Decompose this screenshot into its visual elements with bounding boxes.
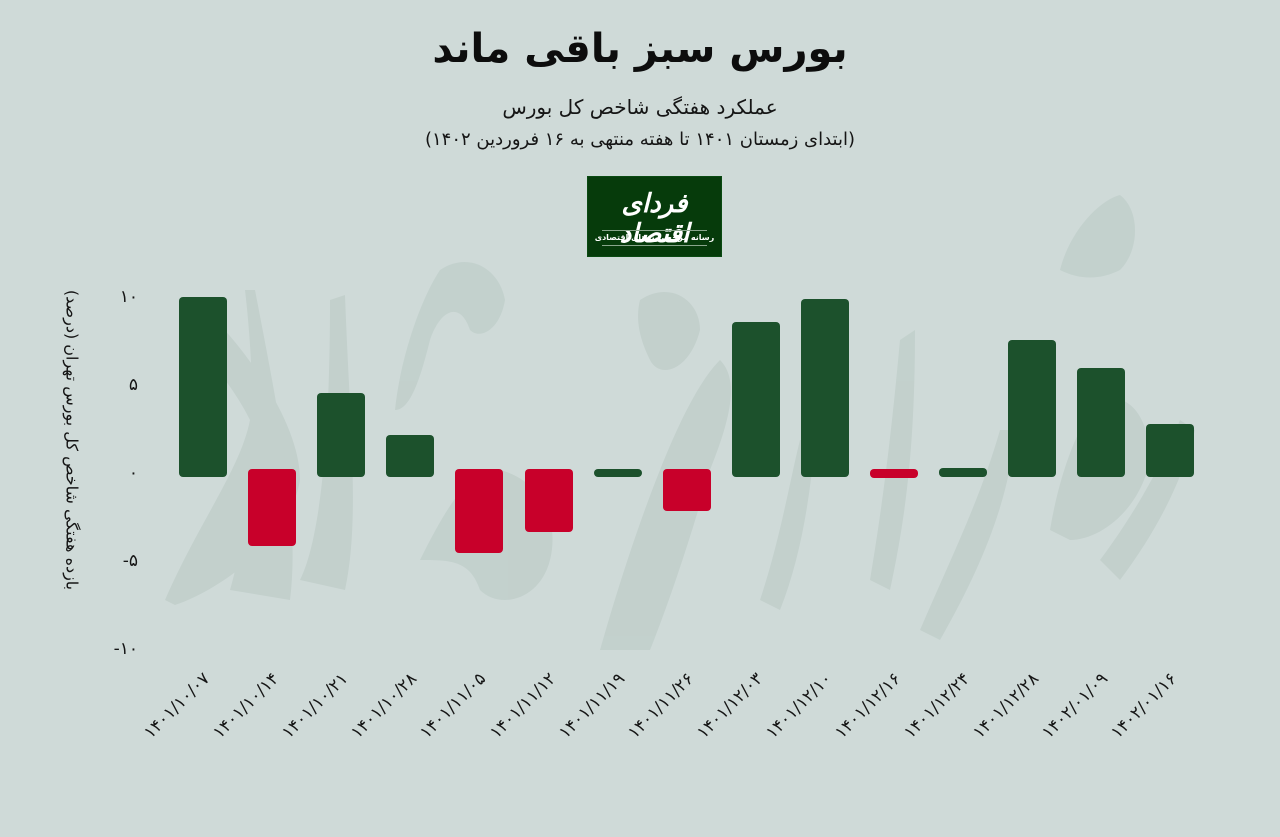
bar-negative xyxy=(248,469,297,547)
y-tick-label: ۱۰ xyxy=(119,287,138,307)
bar-positive xyxy=(800,299,849,477)
x-tick-label: ۱۴۰۱/۱۱/۱۹ xyxy=(554,668,629,743)
bar-negative xyxy=(662,469,711,512)
bar-positive xyxy=(1077,367,1126,477)
logo-divider xyxy=(602,230,707,231)
logo-tagline: رسانه مرجع روندهای اقتصادی xyxy=(594,233,715,242)
x-tick-label: ۱۴۰۱/۱۲/۲۴ xyxy=(900,668,975,743)
bar-negative xyxy=(455,469,504,554)
y-tick-label: -۵ xyxy=(122,551,138,571)
bar-positive xyxy=(386,434,435,477)
x-tick-label: ۱۴۰۱/۱۲/۱۶ xyxy=(831,668,906,743)
y-tick-label: ۵ xyxy=(128,375,138,395)
x-tick-label: ۱۴۰۲/۰۱/۱۶ xyxy=(1107,668,1182,743)
x-tick-label: ۱۴۰۱/۱۰/۰۷ xyxy=(140,668,215,743)
x-tick-label: ۱۴۰۱/۱۲/۲۸ xyxy=(969,668,1044,743)
logo-name: فردای اقتصاد xyxy=(619,189,690,249)
x-tick-label: ۱۴۰۱/۱۱/۱۲ xyxy=(485,668,560,743)
chart-title: بورس سبز باقی ماند xyxy=(432,26,848,72)
bar-negative xyxy=(870,469,918,478)
bar-positive xyxy=(179,297,227,477)
logo-divider xyxy=(602,245,707,246)
bar-positive xyxy=(593,469,642,477)
x-tick-label: ۱۴۰۱/۱۲/۱۰ xyxy=(762,668,836,743)
x-tick-label: ۱۴۰۱/۱۱/۰۵ xyxy=(416,668,491,743)
bar-positive xyxy=(939,468,988,477)
y-tick-label: -۱۰ xyxy=(113,639,138,659)
brand-logo: فردای اقتصاد رسانه مرجع روندهای اقتصادی xyxy=(587,176,722,257)
bar-positive xyxy=(317,392,366,477)
bar-negative xyxy=(524,469,573,533)
y-axis-label: بازده هفتگی شاخص کل بورس تهران (درصد) xyxy=(62,289,82,591)
x-tick-label: ۱۴۰۱/۱۰/۲۱ xyxy=(278,668,353,743)
chart-subtitle: عملکرد هفتگی شاخص کل بورس xyxy=(502,95,778,119)
x-tick-label: ۱۴۰۱/۱۰/۲۸ xyxy=(347,668,422,743)
x-tick-label: ۱۴۰۱/۱۱/۲۶ xyxy=(623,668,698,743)
bar-positive xyxy=(1008,339,1057,477)
x-tick-label: ۱۴۰۲/۰۱/۰۹ xyxy=(1038,668,1113,743)
bar-positive xyxy=(1146,424,1195,477)
x-tick-label: ۱۴۰۱/۱۰/۱۴ xyxy=(209,668,284,743)
bar-positive xyxy=(731,322,780,477)
chart-date-range: (ابتدای زمستان ۱۴۰۱ تا هفته منتهی به ۱۶ … xyxy=(424,129,856,150)
x-tick-label: ۱۴۰۱/۱۲/۰۳ xyxy=(692,668,767,743)
y-tick-label: ۰ xyxy=(128,463,138,483)
